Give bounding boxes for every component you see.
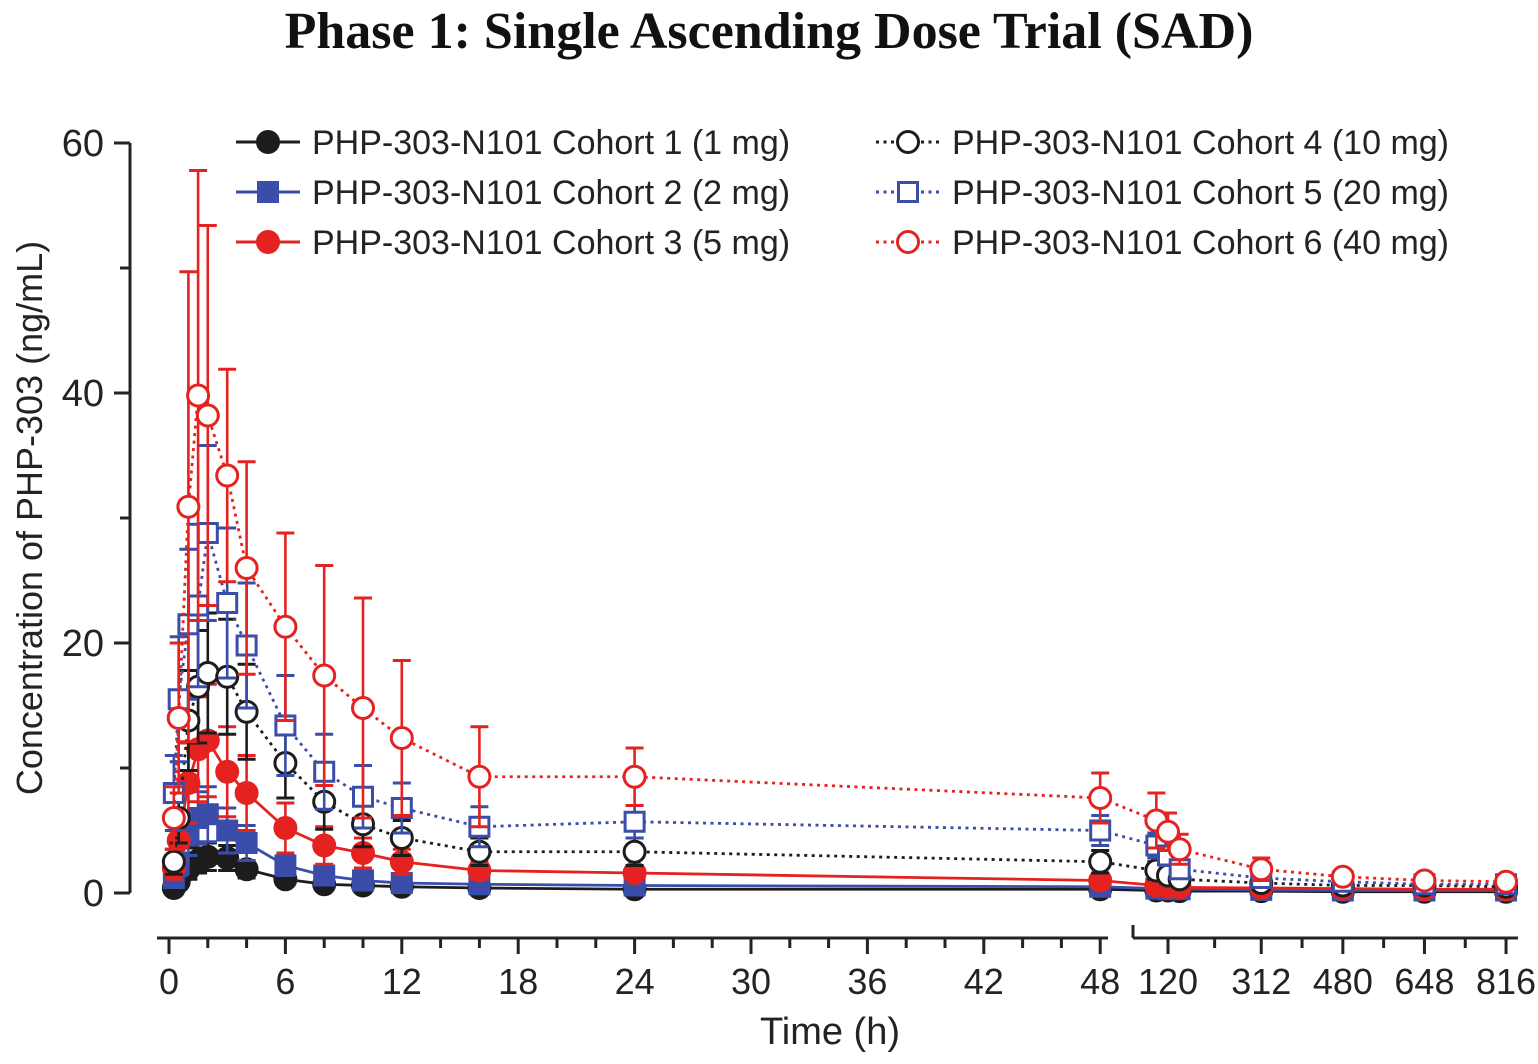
data-point-circle <box>1088 849 1113 874</box>
legend-label: PHP-303-N101 Cohort 2 (2 mg) <box>312 174 790 212</box>
x-tick-label: 48 <box>1080 961 1120 1002</box>
legend-label: PHP-303-N101 Cohort 5 (20 mg) <box>952 174 1449 212</box>
data-point-square <box>390 872 413 894</box>
legend-label: PHP-303-N101 Cohort 6 (40 mg) <box>952 224 1449 262</box>
data-point-circle <box>1167 837 1192 862</box>
data-point-square <box>257 181 279 203</box>
x-tick-label: 30 <box>731 961 771 1002</box>
data-point-square <box>196 803 219 826</box>
x-tick-label: 18 <box>498 961 538 1002</box>
x-tick-label: 36 <box>847 961 887 1002</box>
data-point-circle <box>389 726 414 750</box>
data-point-circle <box>1249 857 1274 882</box>
x-tick-label: 6 <box>275 961 295 1002</box>
data-point-circle <box>467 764 492 789</box>
x-tick-label: 816 <box>1476 961 1536 1002</box>
data-point-circle <box>1412 868 1437 893</box>
data-point-square <box>897 181 919 203</box>
data-point-circle <box>896 130 920 154</box>
series-line <box>172 390 1507 884</box>
data-point-square <box>216 592 239 614</box>
y-tick-label: 40 <box>62 373 104 415</box>
data-point-circle <box>1156 819 1180 844</box>
data-point-circle <box>234 781 259 805</box>
data-point-square <box>235 832 258 854</box>
data-point-square <box>623 810 646 833</box>
x-tick-label: 12 <box>382 961 422 1002</box>
chart-legend: PHP-303-N101 Cohort 1 (1 mg) PHP-303-N101… <box>236 124 1449 262</box>
data-point-circle <box>622 839 647 864</box>
data-point-circle <box>256 230 280 254</box>
data-point-circle <box>312 663 337 688</box>
y-tick-label: 0 <box>83 873 104 915</box>
legend-label: PHP-303-N101 Cohort 1 (1 mg) <box>312 124 790 162</box>
legend-item-cohort-4: PHP-303-N101 Cohort 4 (10 mg) <box>876 124 1449 162</box>
legend-label: PHP-303-N101 Cohort 3 (5 mg) <box>312 224 790 262</box>
data-point-circle <box>195 661 220 685</box>
data-point-circle <box>256 130 280 154</box>
x-axis-title: Time (h) <box>760 1011 900 1053</box>
legend-item-cohort-5: PHP-303-N101 Cohort 5 (20 mg) <box>876 174 1449 212</box>
y-axis-title: Concentration of PHP-303 (ng/mL) <box>9 241 50 795</box>
chart-title: Phase 1: Single Ascending Dose Trial (SA… <box>284 3 1254 60</box>
x-tick-label: 0 <box>159 961 179 1002</box>
x-tick-label: 312 <box>1231 961 1291 1002</box>
data-point-circle <box>273 614 298 639</box>
data-point-circle <box>215 759 240 784</box>
data-point-circle <box>273 816 298 840</box>
data-point-circle <box>622 764 647 789</box>
series-cohort-5 <box>162 444 1518 896</box>
data-point-circle <box>1088 786 1113 810</box>
data-point-circle <box>176 494 201 519</box>
data-point-circle <box>351 696 375 720</box>
y-tick-label: 20 <box>62 623 104 665</box>
data-point-square <box>216 819 239 842</box>
series-cohort-6 <box>161 169 1519 894</box>
data-point-circle <box>195 844 220 869</box>
x-tick-label: 24 <box>615 961 655 1002</box>
data-point-circle <box>234 556 259 580</box>
x-tick-label: 480 <box>1313 961 1373 1002</box>
legend-item-cohort-6: PHP-303-N101 Cohort 6 (40 mg) <box>876 224 1449 262</box>
data-point-circle <box>1330 864 1355 889</box>
data-point-circle <box>195 403 220 428</box>
legend-item-cohort-1: PHP-303-N101 Cohort 1 (1 mg) <box>236 124 790 162</box>
data-point-circle <box>896 230 920 254</box>
legend-item-cohort-2: PHP-303-N101 Cohort 2 (2 mg) <box>236 174 790 212</box>
x-tick-label: 42 <box>964 961 1004 1002</box>
data-point-circle <box>186 383 211 408</box>
data-point-square <box>313 864 336 887</box>
data-point-circle <box>215 463 240 488</box>
x-tick-label: 120 <box>1138 961 1198 1002</box>
data-point-square <box>352 869 374 892</box>
data-point-square <box>274 854 297 877</box>
data-point-circle <box>161 806 186 830</box>
legend-item-cohort-3: PHP-303-N101 Cohort 3 (5 mg) <box>236 224 790 262</box>
data-point-circle <box>312 833 337 858</box>
data-point-circle <box>166 706 191 730</box>
data-point-circle <box>1494 869 1519 894</box>
x-tick-label: 648 <box>1394 961 1454 1002</box>
y-tick-label: 60 <box>62 123 104 165</box>
axes: 0 20 40 60 Concentration of PHP-303 (ng/mL) 0… <box>9 123 1536 1053</box>
data-point-circle <box>161 849 186 874</box>
legend-label: PHP-303-N101 Cohort 4 (10 mg) <box>952 124 1449 162</box>
series-line <box>172 738 1507 891</box>
